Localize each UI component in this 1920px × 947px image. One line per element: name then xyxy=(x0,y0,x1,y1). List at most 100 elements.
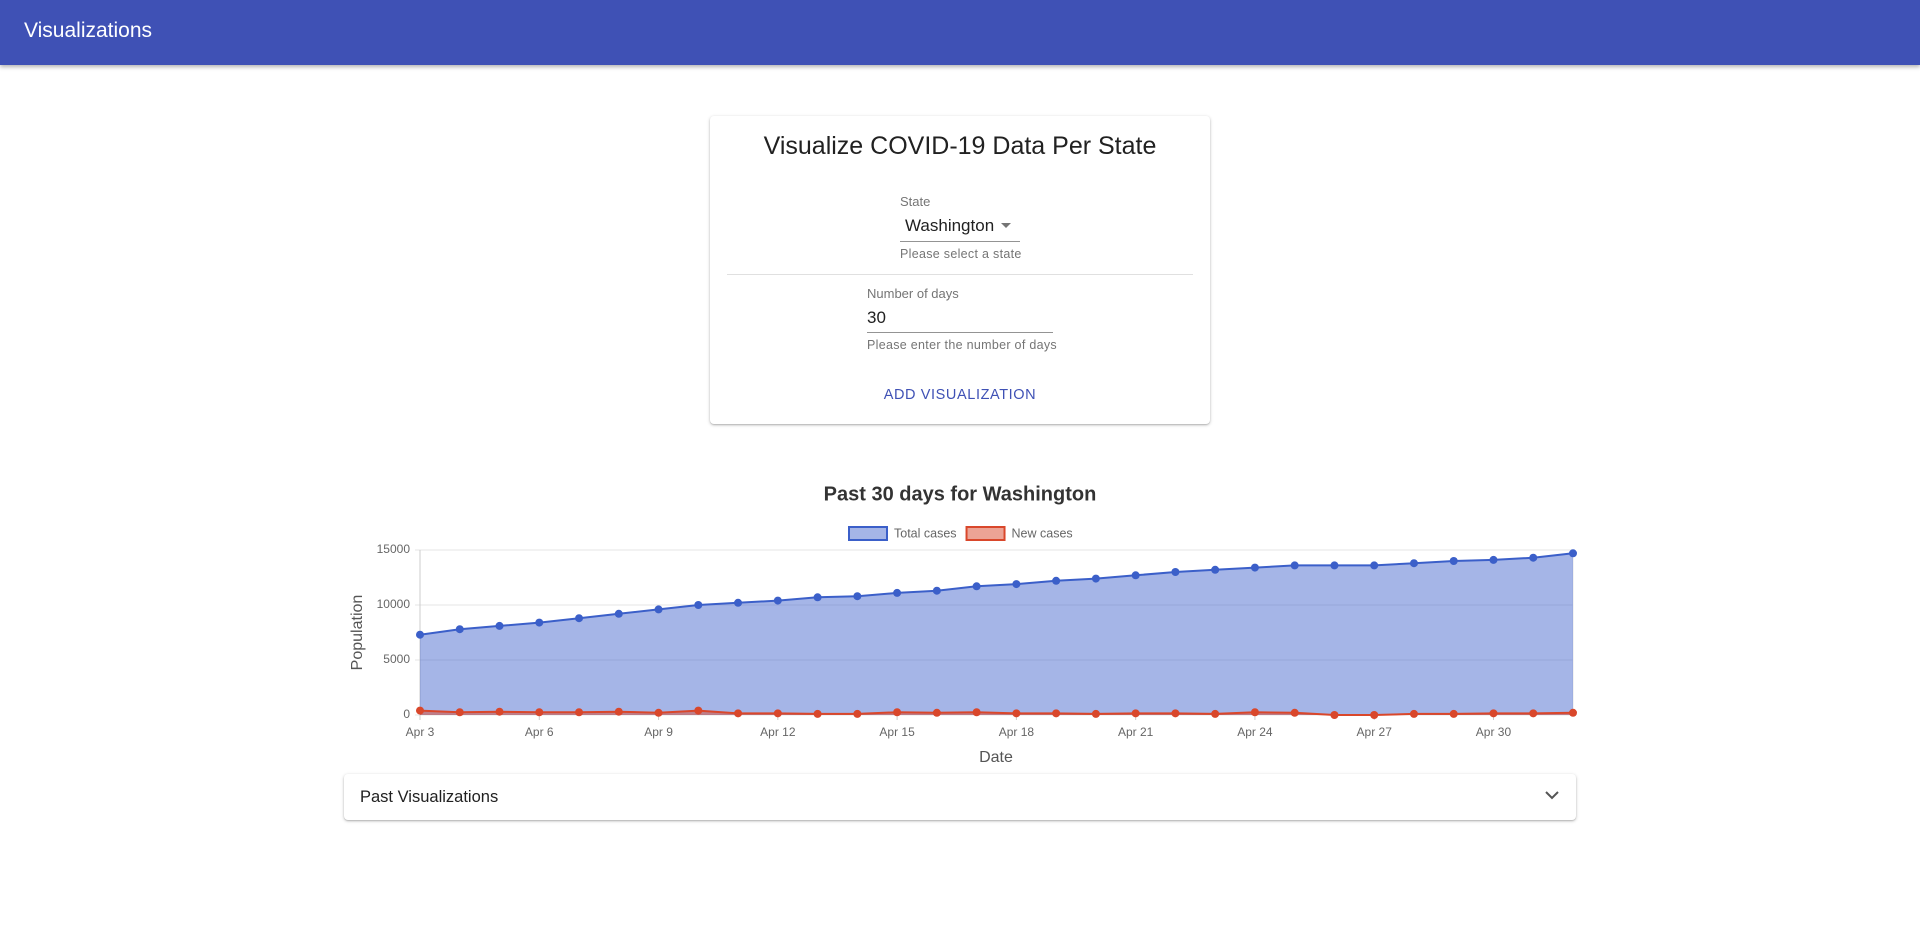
app-title: Visualizations xyxy=(24,19,153,42)
point xyxy=(1569,549,1577,558)
point xyxy=(1250,708,1259,717)
point xyxy=(1489,555,1498,564)
point xyxy=(416,706,424,715)
point xyxy=(773,709,782,718)
point xyxy=(1211,709,1220,718)
x-tick-label: Apr 3 xyxy=(406,725,435,739)
form-card xyxy=(710,116,1210,424)
point xyxy=(1529,709,1538,718)
point xyxy=(694,601,703,609)
line xyxy=(419,552,1574,636)
chart-title: Past 30 days for Washington xyxy=(824,483,1097,505)
point xyxy=(1370,711,1379,719)
point xyxy=(734,709,743,718)
point xyxy=(893,708,902,717)
point xyxy=(614,707,623,716)
days-input[interactable]: 30 xyxy=(867,308,886,327)
x-tick-label: Apr 21 xyxy=(1118,725,1154,739)
point xyxy=(813,709,822,718)
panel-title: Past Visualizations xyxy=(360,788,499,806)
form-title: Visualize COVID-19 Data Per State xyxy=(763,132,1157,160)
point xyxy=(932,708,941,717)
point xyxy=(575,708,584,717)
legend-label: Total cases xyxy=(894,526,957,540)
point xyxy=(773,596,782,605)
point xyxy=(1330,561,1339,570)
point xyxy=(1012,580,1021,589)
y-tick-label: 15000 xyxy=(377,542,411,556)
area xyxy=(420,553,1573,715)
line xyxy=(419,709,1574,716)
legend-swatch xyxy=(965,526,1006,541)
point xyxy=(535,618,544,627)
point xyxy=(1449,557,1458,565)
state-helper: Please select a state xyxy=(900,247,1022,261)
point xyxy=(1131,709,1140,718)
point xyxy=(1489,709,1498,718)
point xyxy=(1290,708,1299,717)
expand-icon[interactable] xyxy=(1544,790,1560,802)
dropdown-arrow[interactable] xyxy=(1000,222,1012,230)
point xyxy=(455,708,464,717)
point xyxy=(1171,709,1180,718)
x-tick-label: Apr 15 xyxy=(879,725,915,739)
chart: Past 30 days for Washington Total cases Ne… xyxy=(349,483,1577,766)
point xyxy=(495,707,504,716)
legend-label: New cases xyxy=(1012,526,1073,540)
point xyxy=(1290,561,1299,570)
point xyxy=(416,630,424,639)
point xyxy=(535,708,544,717)
point xyxy=(1330,711,1339,719)
point xyxy=(694,706,703,715)
x-tick-label: Apr 9 xyxy=(644,725,673,739)
point xyxy=(614,609,623,618)
point xyxy=(1449,709,1458,718)
divider xyxy=(727,274,1193,275)
point xyxy=(575,614,584,623)
y-tick-label: 5000 xyxy=(383,652,410,666)
x-tick-label: Apr 27 xyxy=(1357,725,1393,739)
point xyxy=(1569,708,1577,717)
x-tick-label: Apr 6 xyxy=(525,725,554,739)
point xyxy=(1052,576,1061,585)
days-label: Number of days xyxy=(867,286,959,301)
state-underline xyxy=(900,241,1020,242)
state-label: State xyxy=(900,194,931,209)
point xyxy=(1409,709,1418,718)
point xyxy=(853,592,862,601)
point xyxy=(654,605,663,614)
point xyxy=(455,625,464,634)
x-tick-label: Apr 18 xyxy=(999,725,1035,739)
point xyxy=(853,709,862,718)
point xyxy=(1131,571,1140,580)
point xyxy=(972,582,981,591)
state-select[interactable]: Washington xyxy=(905,216,995,235)
point xyxy=(1370,561,1379,570)
point xyxy=(893,588,902,597)
y-tick-label: 0 xyxy=(403,707,410,721)
y-axis-label: Population xyxy=(349,595,366,671)
point xyxy=(813,593,822,602)
y-tick-label: 10000 xyxy=(377,597,411,611)
point xyxy=(734,598,743,607)
x-tick-label: Apr 12 xyxy=(760,725,796,739)
point xyxy=(1211,565,1220,574)
point xyxy=(1012,709,1021,718)
x-tick-label: Apr 24 xyxy=(1237,725,1273,739)
point xyxy=(972,708,981,717)
point xyxy=(1529,553,1538,562)
point xyxy=(1409,559,1418,568)
point xyxy=(1250,563,1259,572)
point xyxy=(654,708,663,717)
days-underline xyxy=(867,332,1053,333)
app-bar: Visualizations xyxy=(0,0,1920,65)
point xyxy=(1091,574,1100,583)
days-helper: Please enter the number of days xyxy=(867,338,1057,352)
past-visualizations-panel[interactable]: Past Visualizations xyxy=(344,774,1576,820)
point xyxy=(1171,568,1180,576)
legend-swatch xyxy=(848,526,888,541)
x-axis-label: Date xyxy=(979,749,1013,766)
add-button[interactable]: ADD VISUALIZATION xyxy=(883,387,1037,403)
x-tick-label: Apr 30 xyxy=(1476,725,1512,739)
